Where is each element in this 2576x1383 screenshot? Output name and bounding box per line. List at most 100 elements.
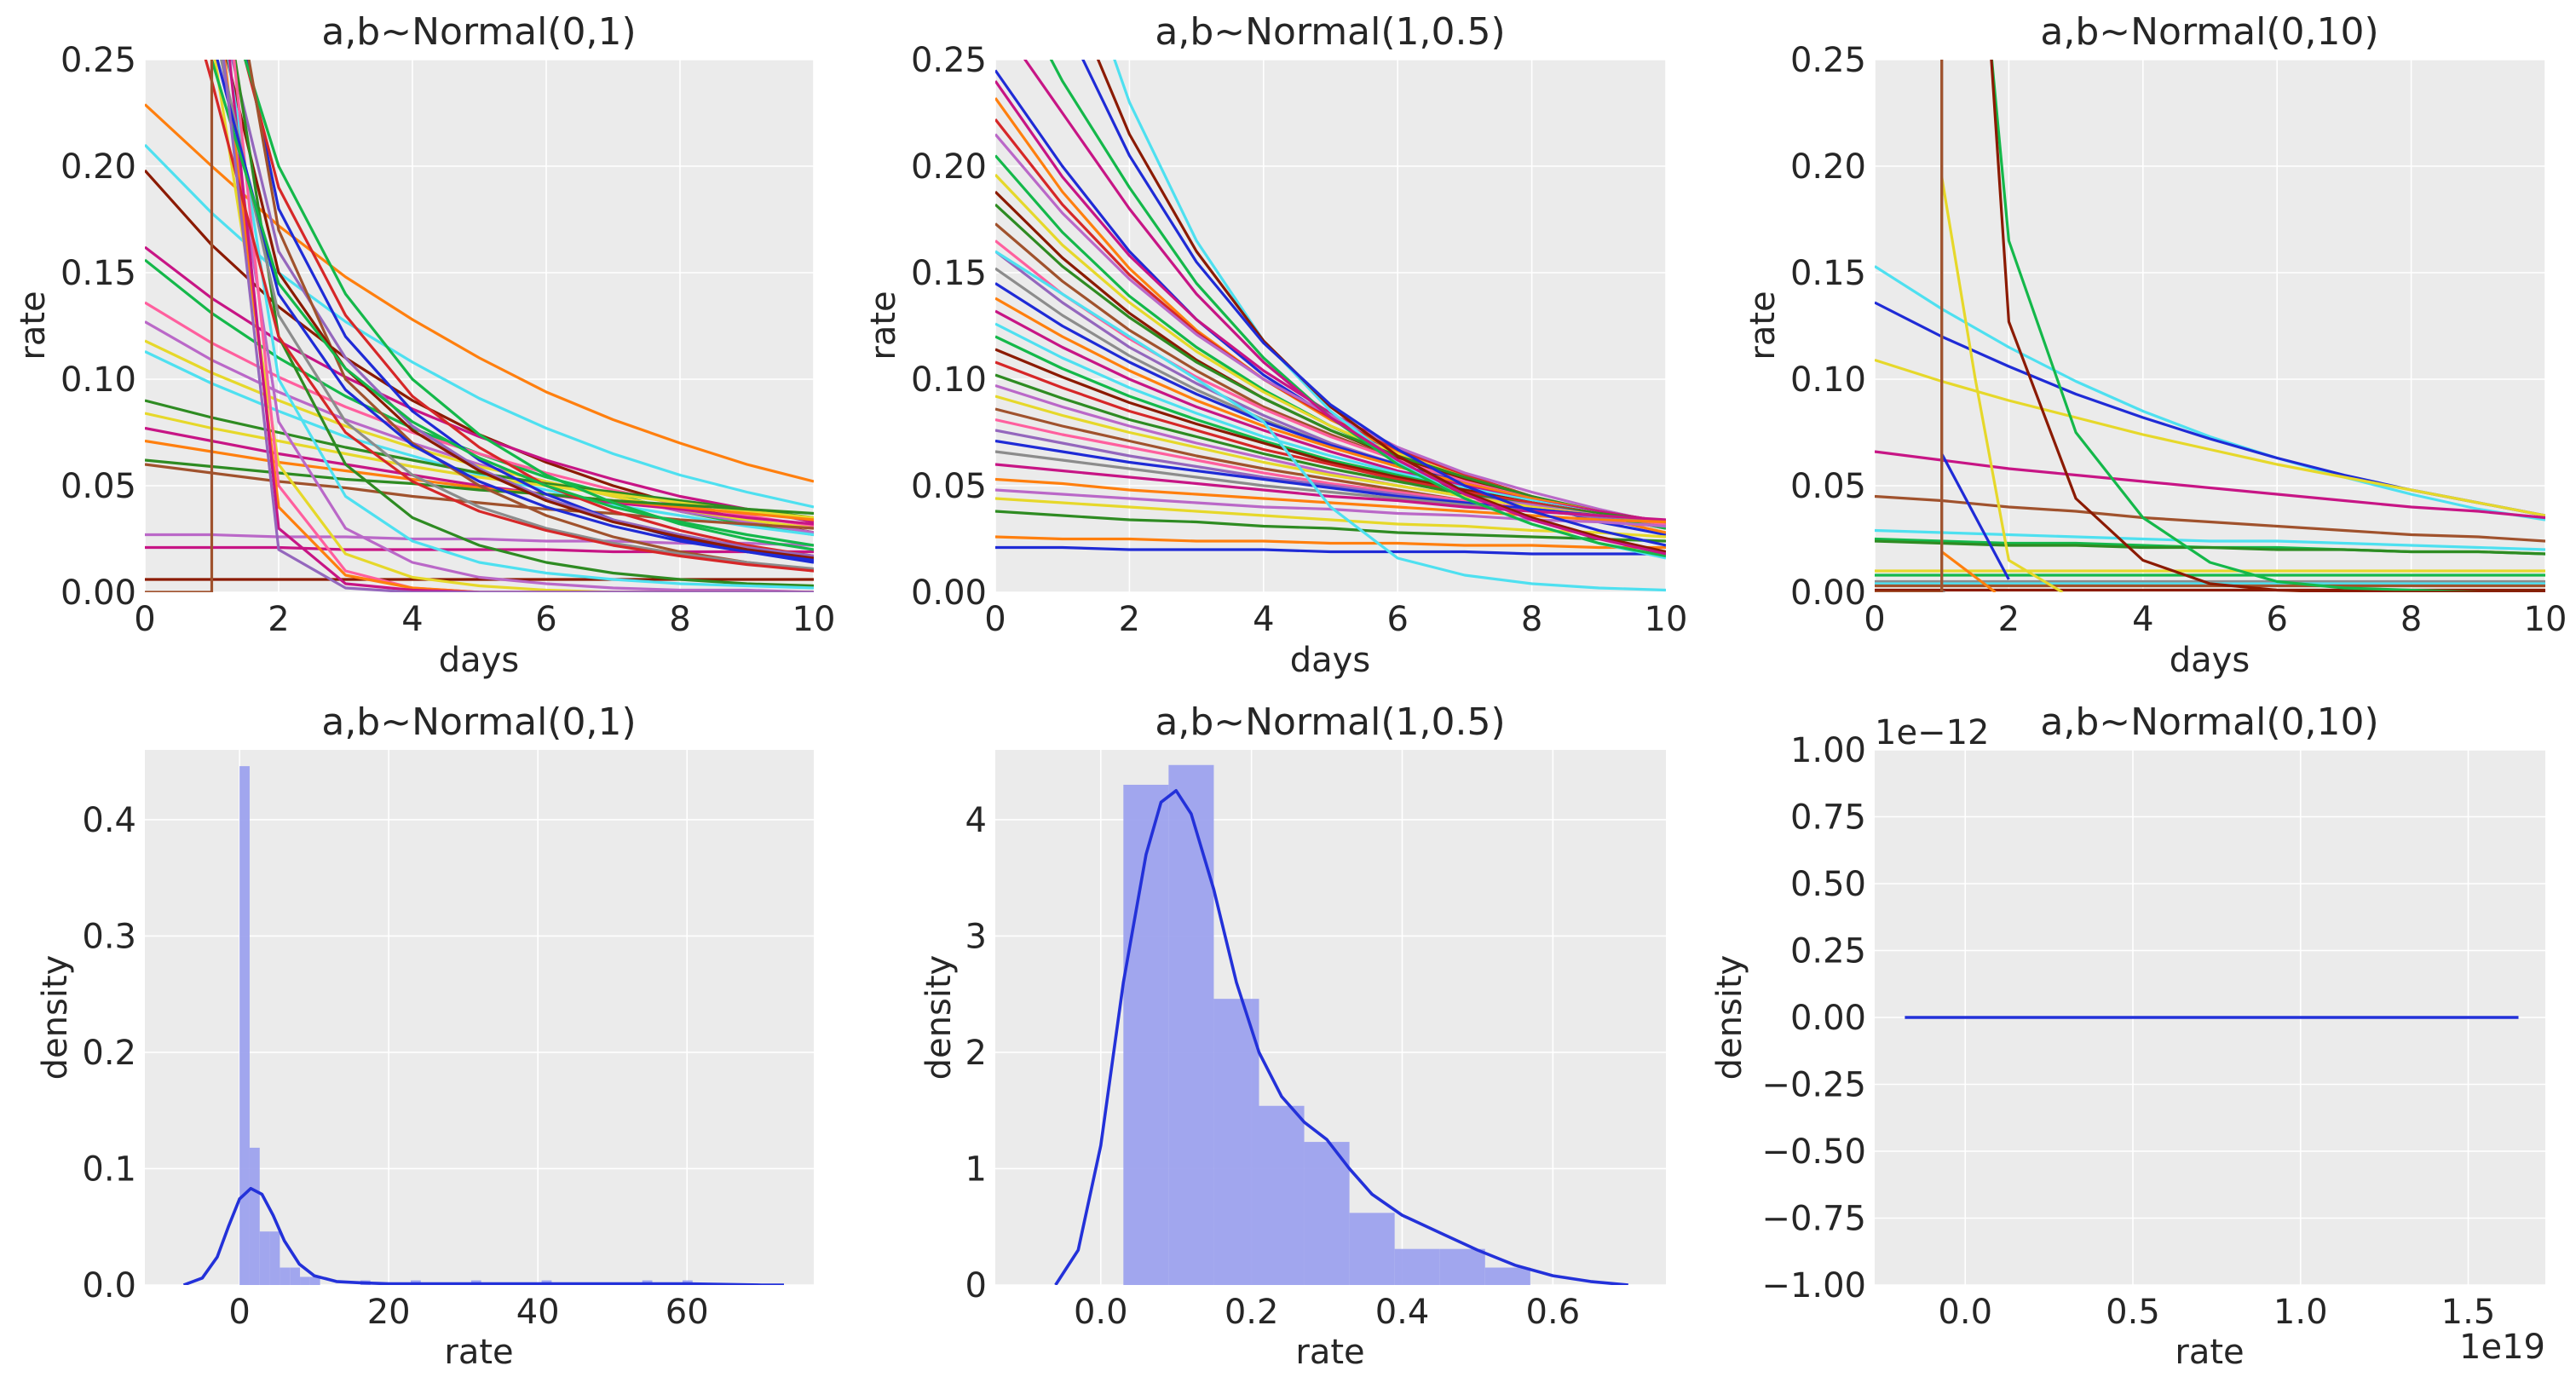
x-axis-label: rate [1295,1333,1364,1372]
y-tick-labels: −1.00 −0.75 −0.50 −0.25 0.00 0.25 0.50 0.75 1.00 [1761,731,1866,1305]
series-line [1940,176,2064,592]
x-tick-label: 40 [516,1293,560,1332]
x-tick-label: 60 [666,1293,709,1332]
y-tick-label: −0.75 [1761,1200,1866,1239]
y-axis-label: rate [864,291,903,360]
x-axis-label: rate [444,1333,513,1372]
y-tick-label: 0.50 [1790,865,1866,904]
series-line [995,535,1666,550]
histogram-bar [1484,1267,1530,1285]
series-line [1081,60,1666,547]
x-tick-label: 0.5 [2106,1293,2160,1332]
y-tick-label: 0.10 [1790,360,1866,400]
x-tick-label: 0.2 [1225,1293,1279,1332]
y-tick-label: −0.25 [1761,1066,1866,1105]
y-tick-label: 0.20 [1790,147,1866,187]
curves [145,60,814,592]
y-tick-label: 0.3 [82,917,136,956]
x-tick-label: 6 [1386,600,1408,639]
x-tick-label: 8 [669,600,690,639]
series-line [145,545,814,554]
y-tick-label: 0.15 [911,254,987,293]
series-line [995,488,1666,528]
histogram-bar [309,1276,320,1285]
x-tick-label: 4 [401,600,423,639]
plot-area [1875,60,2545,592]
kde-line [1054,788,1628,1285]
x-tick-labels: 0 2 4 6 8 10 [134,600,835,639]
y-tick-label: 0.00 [61,573,136,613]
histogram-bar [1304,1142,1350,1285]
x-tick-label: 0.6 [1526,1293,1581,1332]
histogram [1054,764,1628,1285]
series-line [228,60,814,592]
histogram-bar [279,1267,291,1285]
y-tick-labels: 0.00 0.05 0.10 0.15 0.20 0.25 [61,41,136,613]
histogram [182,766,784,1285]
series-line [227,60,814,590]
x-axis-label: days [439,641,519,680]
y-tick-labels: 0.0 0.1 0.2 0.3 0.4 [82,801,136,1305]
series-line [995,360,1666,524]
y-tick-label: 3 [965,917,987,956]
x-tick-label: 0 [984,600,1006,639]
y-tick-label: 0.20 [911,147,987,187]
y-tick-label: 0.00 [1790,573,1866,613]
series-line [233,60,814,592]
y-tick-label: 0.4 [82,801,136,840]
series-line [145,399,814,520]
series-line [995,250,1666,592]
panel-title: a,b~Normal(1,0.5) [1155,10,1505,54]
histogram-bar [1439,1248,1485,1285]
histogram-bar [1168,764,1214,1285]
series-line [1875,528,2545,551]
series-line [231,60,814,558]
x-tick-label: 2 [1119,600,1140,639]
x-tick-label: 4 [1253,600,1274,639]
x-tick-label: 0.4 [1375,1293,1430,1332]
x-tick-label: 8 [2400,600,2422,639]
x-tick-label: 0.0 [1938,1293,1992,1332]
histogram-bar [290,1267,301,1285]
x-tick-labels: 0 2 4 6 8 10 [984,600,1687,639]
series-line [222,60,814,592]
series-line [995,510,1666,543]
series-line [995,133,1666,526]
y-tick-label: 0.10 [61,360,136,400]
histogram-bar [300,1276,310,1285]
series-line [995,322,1666,526]
gridlines [994,59,1667,593]
series-line [204,60,814,573]
panel-title: a,b~Normal(0,1) [321,700,636,744]
x-tick-labels: 0 2 4 6 8 10 [1864,600,2567,639]
series-line [225,60,814,560]
x-tick-label: 0 [228,1293,250,1332]
series-line [995,383,1666,524]
series-line [1023,60,1666,556]
y-tick-label: −1.00 [1761,1266,1866,1305]
panel-title: a,b~Normal(0,10) [2040,10,2378,54]
panel-density-normal-0-10: a,b~Normal(0,10) 0.0 0.5 1.0 1.5 −1.00 −0.75… [1710,700,2545,1372]
y-tick-label: 0.05 [61,467,136,506]
series-line [1990,60,2545,592]
x-tick-label: 2 [1998,600,2020,639]
series-line [1875,494,2545,543]
y-tick-label: 0 [965,1266,987,1305]
x-tick-label: 0.0 [1074,1293,1128,1332]
histogram-bar [1213,999,1259,1285]
x-tick-label: 4 [2132,600,2153,639]
series-line [145,439,814,522]
x-tick-label: 10 [2524,600,2567,639]
y-tick-label: 0.25 [61,41,136,80]
series-line [1875,265,2545,522]
x-axis-label: days [1290,641,1370,680]
histogram-bar [269,1231,280,1285]
y-tick-label: 0.2 [82,1034,136,1073]
x-tick-label: 8 [1521,600,1542,639]
kde-line [182,1186,784,1285]
y-axis-label: rate [14,291,53,360]
series-line [220,60,814,571]
y-tick-label: 0.1 [82,1150,136,1189]
curves [1875,60,2545,592]
y-tick-label: 1.00 [1790,731,1866,770]
